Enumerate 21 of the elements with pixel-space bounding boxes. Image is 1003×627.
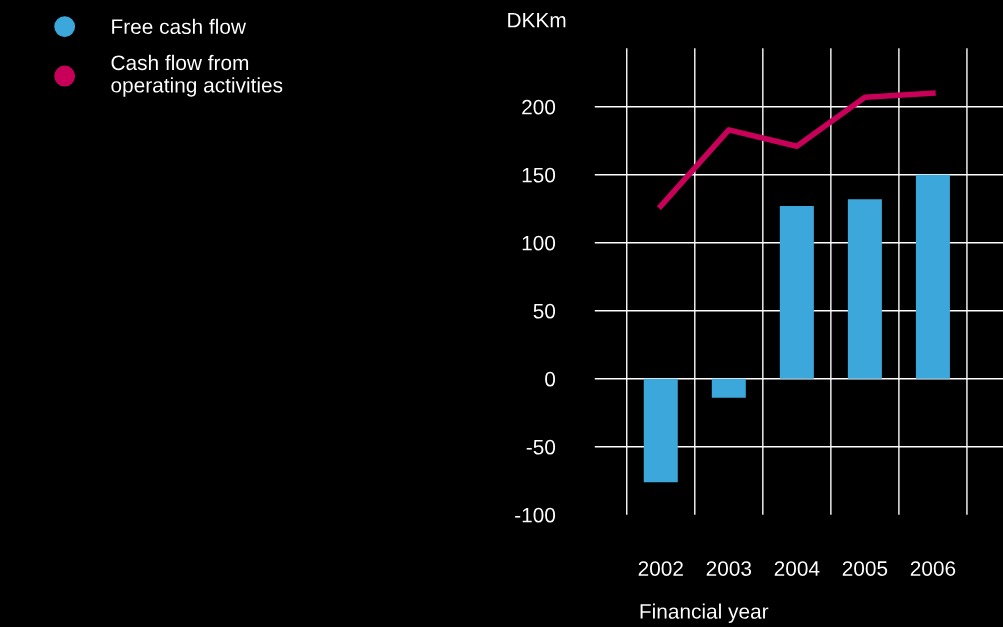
y-tick-label: 100 bbox=[522, 235, 556, 251]
bar bbox=[711, 378, 746, 398]
x-axis-title: Financial year bbox=[640, 603, 769, 623]
y-axis-title: DKKm bbox=[508, 13, 566, 28]
x-tick-label: 2006 bbox=[910, 561, 956, 576]
y-tick-label: -50 bbox=[526, 439, 556, 455]
y-tick-label: 200 bbox=[522, 99, 556, 115]
x-tick-label: 2004 bbox=[774, 561, 820, 576]
legend-label: Cash flow from operating activities bbox=[111, 54, 283, 97]
bar bbox=[915, 174, 950, 379]
y-tick-label: 150 bbox=[522, 167, 556, 183]
x-tick-label: 2003 bbox=[706, 561, 752, 576]
y-tick-label: -100 bbox=[515, 507, 556, 523]
legend-label: Free cash flow bbox=[112, 18, 247, 35]
y-tick-label: 50 bbox=[533, 303, 556, 319]
x-tick-label: 2002 bbox=[638, 561, 683, 576]
bar bbox=[847, 199, 882, 379]
x-tick-label: 2005 bbox=[842, 561, 888, 576]
bar bbox=[643, 378, 678, 483]
y-tick-label: 0 bbox=[545, 371, 556, 387]
bar bbox=[779, 206, 814, 379]
